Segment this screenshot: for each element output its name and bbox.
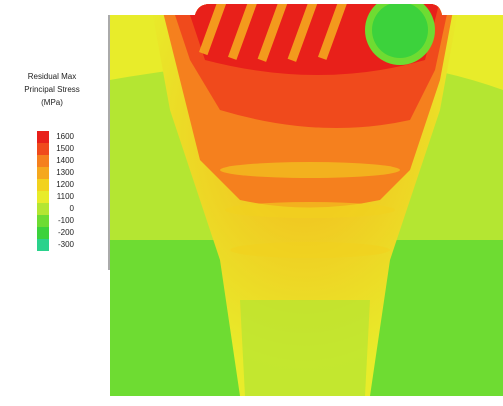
legend-label: -200 (58, 228, 75, 237)
legend-label: 1200 (56, 180, 74, 189)
legend-label: 1500 (56, 144, 74, 153)
legend-swatch (37, 179, 49, 191)
legend-swatch (37, 215, 49, 227)
contour-figure: Residual Max Principal Stress (MPa) 1600 150… (0, 0, 503, 406)
legend-title: (MPa) (41, 98, 63, 107)
legend-swatch (37, 143, 49, 155)
legend-swatch (37, 191, 49, 203)
legend-label: 1600 (56, 132, 74, 141)
legend-swatch (37, 131, 49, 143)
legend-label: 0 (70, 204, 75, 213)
legend-swatch (37, 227, 49, 239)
legend-label: 1400 (56, 156, 74, 165)
legend-label: 1100 (57, 192, 75, 201)
stress-contour (110, 0, 503, 406)
legend: Residual Max Principal Stress (MPa) 1600 150… (24, 72, 80, 251)
legend-label: -300 (58, 240, 75, 249)
legend-label: -100 (58, 216, 75, 225)
legend-swatch (37, 155, 49, 167)
legend-swatch (37, 167, 49, 179)
legend-title: Residual Max (28, 72, 76, 81)
legend-title: Principal Stress (24, 85, 80, 94)
legend-swatch (37, 239, 49, 251)
legend-label: 1300 (56, 168, 74, 177)
legend-swatch (37, 203, 49, 215)
